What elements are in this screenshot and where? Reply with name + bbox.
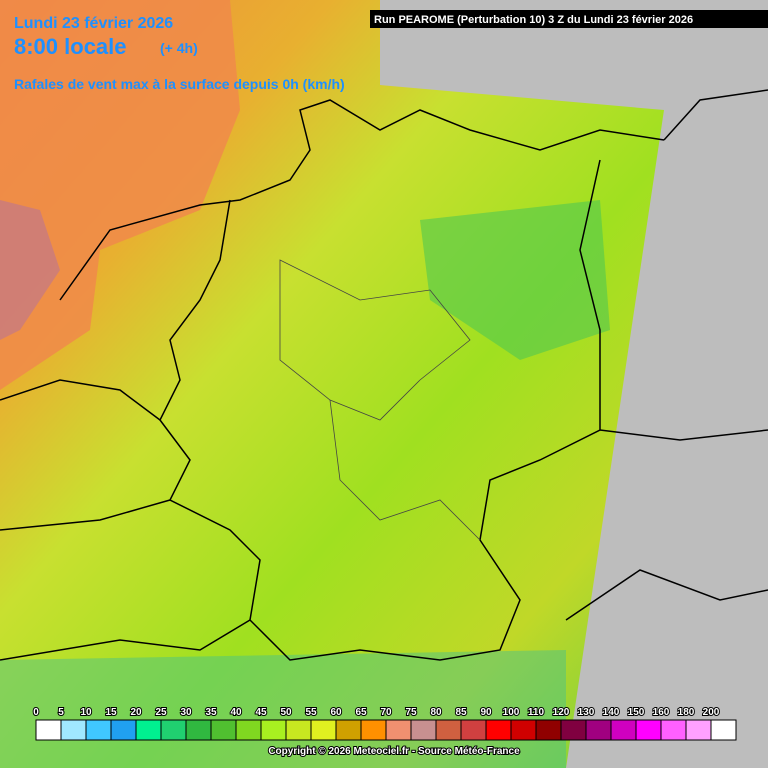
- belgium-border: [0, 379, 161, 421]
- austria-border: [565, 569, 768, 621]
- legend-swatch: [260, 719, 287, 741]
- legend-swatch: [185, 719, 212, 741]
- legend-label: 45: [255, 707, 267, 718]
- legend-swatch: [35, 719, 62, 741]
- strong-gust-zone: [0, 200, 60, 340]
- sea-gust-zone: [0, 0, 240, 390]
- legend-label: 50: [280, 707, 292, 718]
- legend-label: 55: [305, 707, 317, 718]
- legend-label: 70: [380, 707, 392, 718]
- legend-label: 65: [355, 707, 367, 718]
- region-borders: [279, 259, 481, 541]
- legend-swatch: [335, 719, 362, 741]
- legend: 0 5 10 15 20 25 30 35 40 45 50 55 60 65 70 75 80 85 90 100 1…: [32, 706, 737, 741]
- legend-swatch: [285, 719, 312, 741]
- borders: [0, 89, 768, 661]
- legend-label: 0: [33, 707, 39, 718]
- legend-label: 25: [155, 707, 167, 718]
- legend-label: 90: [480, 707, 492, 718]
- swiss-border: [0, 619, 251, 661]
- legend-swatch: [510, 719, 537, 741]
- legend-swatch: [310, 719, 337, 741]
- czech-border: [599, 429, 768, 441]
- legend-swatch: [585, 719, 612, 741]
- legend-label: 80: [430, 707, 442, 718]
- run-banner: [370, 10, 768, 28]
- date: Lundi 23 février 2026: [14, 15, 173, 32]
- legend-swatch: [385, 719, 412, 741]
- legend-swatch: [710, 719, 737, 741]
- legend-label: 60: [330, 707, 342, 718]
- copyright: Copyright © 2026 Meteociel.fr - Source M…: [268, 746, 520, 757]
- legend-swatch: [485, 719, 512, 741]
- legend-swatch: [660, 719, 687, 741]
- legend-swatch: [560, 719, 587, 741]
- map-title: Rafales de vent max à la surface depuis …: [14, 76, 345, 92]
- legend-swatch: [410, 719, 437, 741]
- legend-swatch: [360, 719, 387, 741]
- east-border: [663, 89, 768, 141]
- legend-label: 200: [703, 707, 720, 718]
- region: [329, 399, 481, 541]
- weak-gust-zone: [420, 200, 610, 360]
- legend-label: 35: [205, 707, 217, 718]
- legend-label: 20: [130, 707, 142, 718]
- legend-label: 120: [553, 707, 570, 718]
- legend-label: 10: [80, 707, 92, 718]
- legend-label: 75: [405, 707, 417, 718]
- legend-label: 160: [653, 707, 670, 718]
- legend-label: 150: [628, 707, 645, 718]
- legend-swatch: [535, 719, 562, 741]
- legend-label: 15: [105, 707, 117, 718]
- local-time: 8:00 locale: [14, 34, 127, 59]
- time-offset: (+ 4h): [160, 40, 198, 56]
- legend-swatch: [135, 719, 162, 741]
- legend-label: 180: [678, 707, 695, 718]
- legend-swatch: [85, 719, 112, 741]
- legend-label: 5: [58, 707, 64, 718]
- legend-label: 140: [603, 707, 620, 718]
- legend-label: 100: [503, 707, 520, 718]
- legend-swatch: [635, 719, 662, 741]
- legend-swatch: [610, 719, 637, 741]
- germany-border: [159, 159, 601, 661]
- legend-swatch: [110, 719, 137, 741]
- legend-label: 40: [230, 707, 242, 718]
- legend-label: 85: [455, 707, 467, 718]
- legend-swatch: [60, 719, 87, 741]
- legend-label: 130: [578, 707, 595, 718]
- legend-label: 30: [180, 707, 192, 718]
- coastline: [59, 99, 665, 301]
- legend-swatch: [210, 719, 237, 741]
- france-border: [0, 499, 171, 531]
- legend-label: 110: [528, 707, 545, 718]
- legend-swatch: [685, 719, 712, 741]
- legend-swatch: [460, 719, 487, 741]
- legend-swatch: [160, 719, 187, 741]
- region: [279, 259, 471, 421]
- legend-swatch: [235, 719, 262, 741]
- run-info: Run PEAROME (Perturbation 10) 3 Z du Lun…: [374, 14, 693, 26]
- legend-swatch: [435, 719, 462, 741]
